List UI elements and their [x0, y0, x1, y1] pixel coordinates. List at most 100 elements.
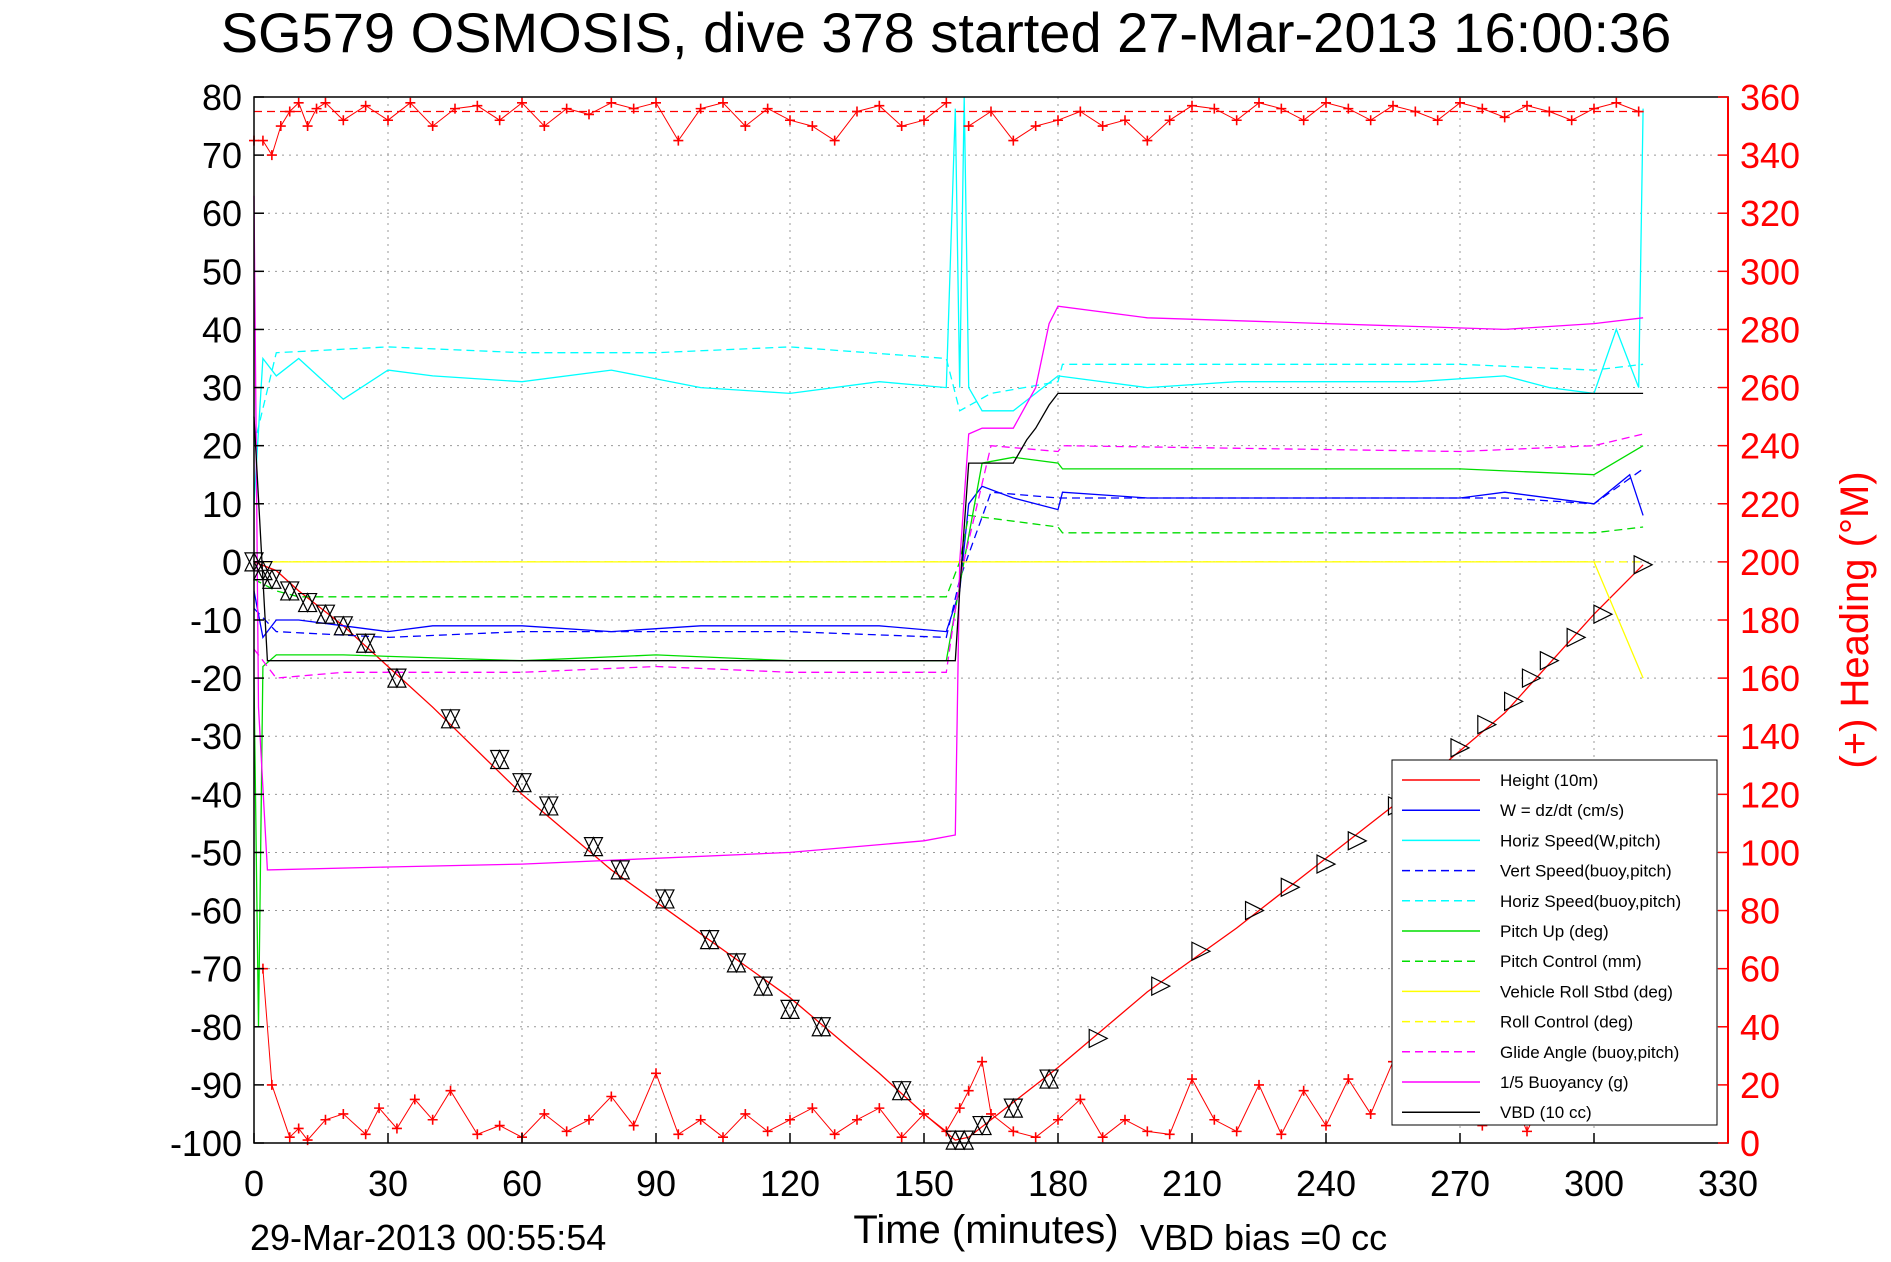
heading-point [1633, 106, 1644, 117]
depth-marker-down [1003, 1097, 1024, 1119]
heading-point [718, 1132, 728, 1143]
heading-point [695, 1114, 706, 1125]
heading-point [302, 121, 313, 132]
heading-point [1321, 97, 1331, 108]
heading-point [1589, 103, 1599, 114]
depth-marker-down [780, 998, 800, 1020]
heading-point [1254, 97, 1264, 108]
legend-label: 1/5 Buoyancy (g) [1500, 1073, 1629, 1092]
depth-marker-down [355, 632, 376, 654]
series-line-12 [253, 392, 1644, 662]
heading-point [338, 1108, 349, 1119]
legend-label: Pitch Up (deg) [1500, 922, 1609, 941]
legend-label: Pitch Control (mm) [1500, 952, 1642, 971]
legend-label: Vert Speed(buoy,pitch) [1500, 862, 1672, 881]
heading-point [1276, 1129, 1287, 1140]
heading-point [695, 103, 706, 114]
heading-point [1075, 1094, 1086, 1105]
x-axis-label: Time (minutes) [853, 1208, 1118, 1252]
y2-tick-label: 300 [1740, 251, 1800, 292]
depth-marker-down [811, 1016, 832, 1038]
depth-marker-up [1566, 627, 1587, 648]
heading-point [1298, 115, 1309, 126]
heading-point [986, 106, 996, 117]
legend-label: Roll Control (deg) [1500, 1013, 1633, 1032]
depth-marker-down [610, 859, 631, 881]
depth-marker-down [315, 603, 336, 625]
series-line-5 [253, 346, 1644, 446]
depth-marker-down [972, 1115, 993, 1136]
heading-point [1432, 115, 1443, 126]
heading-point [427, 1114, 438, 1125]
heading-point [1522, 1126, 1532, 1137]
y2-tick-label: 0 [1740, 1123, 1760, 1164]
heading-point [338, 115, 349, 126]
depth-marker-up [1088, 1028, 1109, 1049]
heading-point [807, 121, 818, 132]
heading-point [874, 1103, 885, 1114]
x-tick-label: 150 [894, 1163, 954, 1204]
x-tick-label: 60 [502, 1163, 542, 1204]
heading-point [427, 121, 438, 132]
heading-point [896, 1132, 907, 1143]
heading-point [1321, 1120, 1331, 1131]
x-tick-label: 180 [1028, 1163, 1088, 1204]
heading-point [311, 103, 322, 114]
heading-point [1030, 121, 1041, 132]
depth-marker-down [699, 929, 720, 950]
heading-point [1276, 103, 1287, 114]
legend-label: Horiz Speed(W,pitch) [1500, 831, 1661, 850]
heading-point [1343, 1074, 1354, 1085]
y2-tick-label: 180 [1740, 600, 1800, 641]
y-tick-label: -20 [190, 658, 242, 699]
y-tick-label: -80 [190, 1007, 242, 1048]
legend-label: Height (10m) [1500, 771, 1598, 790]
heading-point [561, 1126, 572, 1137]
heading-point [539, 1108, 550, 1119]
depth-marker-up [1316, 854, 1337, 875]
heading-point [284, 106, 295, 117]
y2-tick-label: 20 [1740, 1065, 1780, 1106]
y-tick-label: 60 [202, 193, 242, 234]
y2-tick-label: 80 [1740, 891, 1780, 932]
depth-marker-up [1151, 976, 1172, 997]
heading-point [1254, 1079, 1264, 1090]
y-tick-label: -100 [170, 1123, 242, 1164]
series-line-2 [253, 473, 1644, 639]
depth-marker-up [1477, 714, 1498, 735]
legend-label: VBD (10 cc) [1500, 1103, 1592, 1122]
heading-point [977, 1056, 988, 1067]
y-tick-label: 30 [202, 368, 242, 409]
depth-marker-up [1191, 941, 1212, 962]
heading-point [584, 109, 594, 120]
y2-tick-label: 240 [1740, 426, 1800, 467]
heading-point [374, 1103, 385, 1114]
heading-point [1142, 135, 1153, 146]
y-tick-label: 10 [202, 484, 242, 525]
series-line-11 [253, 195, 1644, 871]
heading-point [1298, 1085, 1309, 1096]
depth-marker-down [297, 592, 318, 613]
y2-tick-label: 280 [1740, 309, 1800, 350]
heading-point [445, 1085, 456, 1096]
depth-marker-up [1539, 650, 1560, 671]
depth-marker-up [1521, 668, 1542, 689]
heading-point [584, 1114, 594, 1125]
heading-point [1120, 1114, 1130, 1125]
series-line-3 [253, 96, 1644, 504]
legend-box [1391, 759, 1718, 1126]
depth-marker-up [1280, 877, 1301, 898]
heading-point [1611, 97, 1622, 108]
heading-point [1187, 100, 1197, 111]
heading-point [762, 1126, 773, 1137]
heading-point [1187, 1074, 1197, 1085]
heading-point [785, 115, 795, 126]
heading-point [1343, 103, 1354, 114]
heading-point [517, 97, 527, 108]
y-tick-label: 50 [202, 251, 242, 292]
heading-point [1209, 103, 1220, 114]
heading-point [1097, 1132, 1108, 1143]
heading-point [1008, 135, 1019, 146]
y2-tick-label: 40 [1740, 1007, 1780, 1048]
y2-tick-label: 160 [1740, 658, 1800, 699]
